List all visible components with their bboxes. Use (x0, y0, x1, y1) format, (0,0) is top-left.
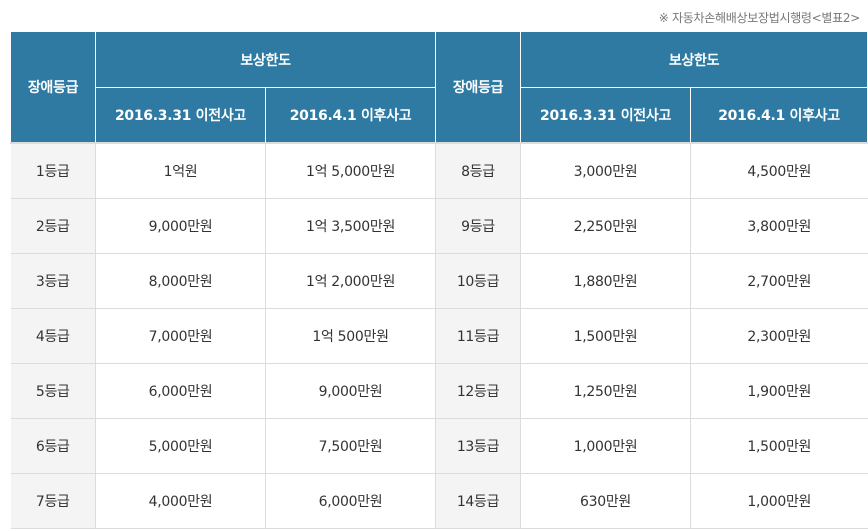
limit-before-cell: 1,250만원 (520, 363, 692, 419)
grade-cell: 3등급 (10, 253, 96, 309)
limit-before-cell: 9,000만원 (95, 198, 266, 254)
grade-cell: 1등급 (10, 142, 96, 199)
header-grade-left: 장애등급 (10, 31, 96, 144)
limit-after-cell: 2,300만원 (690, 308, 868, 364)
limit-after-cell: 1억 2,000만원 (264, 253, 437, 309)
grade-cell: 8등급 (435, 142, 522, 199)
grade-cell: 5등급 (10, 363, 96, 419)
limit-before-cell: 8,000만원 (95, 253, 266, 309)
limit-before-cell: 1,500만원 (520, 308, 692, 364)
header-after-left: 2016.4.1 이후사고 (264, 87, 437, 144)
grade-cell: 13등급 (435, 418, 522, 474)
limit-after-cell: 1,500만원 (690, 418, 868, 474)
limit-before-cell: 1억원 (95, 142, 266, 199)
grade-cell: 4등급 (10, 308, 96, 364)
table-row: 7등급 4,000만원 6,000만원 14등급 630만원 1,000만원 (10, 473, 868, 529)
limit-after-cell: 1억 500만원 (264, 308, 437, 364)
grade-cell: 10등급 (435, 253, 522, 309)
header-before-right: 2016.3.31 이전사고 (520, 87, 692, 144)
header-before-left: 2016.3.31 이전사고 (95, 87, 266, 144)
table-row: 5등급 6,000만원 9,000만원 12등급 1,250만원 1,900만원 (10, 363, 868, 419)
limit-after-cell: 1억 5,000만원 (264, 142, 437, 199)
grade-cell: 6등급 (10, 418, 96, 474)
limit-after-cell: 1억 3,500만원 (264, 198, 437, 254)
limit-before-cell: 2,250만원 (520, 198, 692, 254)
limit-before-cell: 1,880만원 (520, 253, 692, 309)
limit-after-cell: 9,000만원 (264, 363, 437, 419)
header-grade-right: 장애등급 (435, 31, 522, 144)
table-row: 4등급 7,000만원 1억 500만원 11등급 1,500만원 2,300만… (10, 308, 868, 364)
grade-cell: 9등급 (435, 198, 522, 254)
grade-cell: 7등급 (10, 473, 96, 529)
header-after-right: 2016.4.1 이후사고 (690, 87, 868, 144)
compensation-table: 장애등급 보상한도 장애등급 보상한도 2016.3.31 이전사고 2016.… (10, 31, 868, 529)
table-row: 2등급 9,000만원 1억 3,500만원 9등급 2,250만원 3,800… (10, 198, 868, 254)
grade-cell: 14등급 (435, 473, 522, 529)
limit-after-cell: 7,500만원 (264, 418, 437, 474)
header-row-1: 장애등급 보상한도 장애등급 보상한도 (10, 31, 868, 144)
grade-cell: 12등급 (435, 363, 522, 419)
limit-after-cell: 1,900만원 (690, 363, 868, 419)
limit-before-cell: 7,000만원 (95, 308, 266, 364)
limit-after-cell: 1,000만원 (690, 473, 868, 529)
limit-before-cell: 5,000만원 (95, 418, 266, 474)
header-limit-left: 보상한도 (94, 31, 437, 88)
limit-before-cell: 4,000만원 (95, 473, 266, 529)
limit-after-cell: 2,700만원 (690, 253, 868, 309)
header-limit-right: 보상한도 (520, 31, 868, 88)
limit-after-cell: 3,800만원 (690, 198, 868, 254)
limit-before-cell: 1,000만원 (520, 418, 692, 474)
limit-after-cell: 4,500만원 (690, 142, 868, 199)
grade-cell: 2등급 (10, 198, 96, 254)
limit-before-cell: 3,000만원 (520, 142, 692, 199)
limit-before-cell: 6,000만원 (95, 363, 266, 419)
header-row-2: 2016.3.31 이전사고 2016.4.1 이후사고 2016.3.31 이… (11, 87, 868, 144)
limit-after-cell: 6,000만원 (264, 473, 437, 529)
source-note: ※ 자동차손해배상보장법시행령<별표2> (658, 11, 861, 25)
table-row: 6등급 5,000만원 7,500만원 13등급 1,000만원 1,500만원 (10, 418, 868, 474)
grade-cell: 11등급 (435, 308, 522, 364)
table-row: 3등급 8,000만원 1억 2,000만원 10등급 1,880만원 2,70… (10, 253, 868, 309)
limit-before-cell: 630만원 (520, 473, 692, 529)
table-row: 1등급 1억원 1억 5,000만원 8등급 3,000만원 4,500만원 (10, 142, 868, 199)
